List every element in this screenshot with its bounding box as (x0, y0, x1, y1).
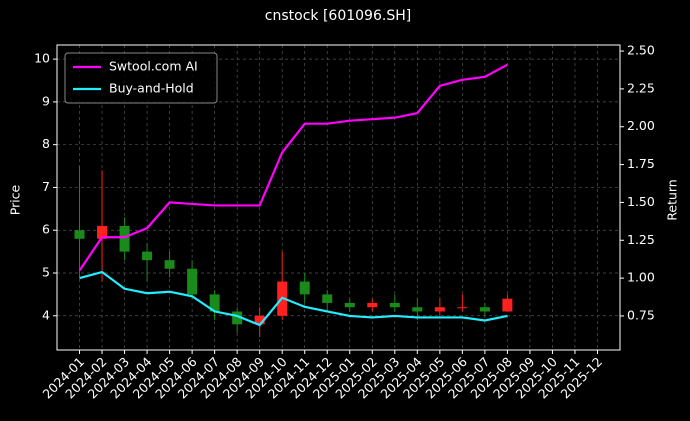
candle-body (232, 311, 243, 325)
candle-body (367, 302, 378, 308)
candle-body (322, 294, 333, 303)
candle-body (299, 281, 310, 295)
y2-tick-label: 2.25 (627, 80, 655, 95)
legend-label: Buy-and-Hold (109, 81, 194, 96)
y2-tick-label: 1.50 (627, 194, 655, 209)
candle-body (119, 225, 130, 252)
y2-tick-label: 1.75 (627, 156, 655, 171)
candle-body (344, 302, 355, 308)
y2-tick-label: 1.25 (627, 232, 655, 247)
candle-body (187, 268, 198, 295)
legend-box (64, 52, 218, 104)
series-line (78, 63, 508, 272)
candle-body (457, 307, 468, 309)
y2-tick-label: 1.00 (627, 270, 655, 285)
y2-axis-label: Return (665, 179, 680, 220)
candle-body (434, 307, 445, 312)
series-line (79, 270, 508, 327)
legend-label: Swtool.com AI (109, 59, 198, 74)
y-tick-label: 4 (42, 307, 50, 322)
candle-body (97, 225, 108, 239)
y-tick-label: 9 (42, 93, 50, 108)
y-axis-label: Price (8, 184, 23, 215)
chart-title: cnstock [601096.SH] (265, 8, 411, 24)
y-tick-label: 6 (42, 222, 50, 237)
candle-body (389, 302, 400, 308)
candle-body (254, 315, 265, 325)
candle-body (164, 260, 175, 269)
candle-body (209, 294, 220, 312)
y-tick-label: 8 (42, 136, 50, 151)
candle-body (412, 307, 423, 312)
y2-tick-label: 2.50 (627, 43, 655, 58)
y-tick-label: 7 (42, 179, 50, 194)
y-tick-label: 10 (34, 51, 50, 66)
y2-tick-label: 2.00 (627, 118, 655, 133)
candle-body (74, 230, 85, 239)
candle-body (142, 251, 153, 261)
y2-tick-label: 0.75 (627, 307, 655, 322)
candle-body (502, 298, 513, 312)
y-tick-label: 5 (42, 265, 50, 280)
plot-frame (56, 44, 621, 351)
candle-body (479, 307, 490, 312)
